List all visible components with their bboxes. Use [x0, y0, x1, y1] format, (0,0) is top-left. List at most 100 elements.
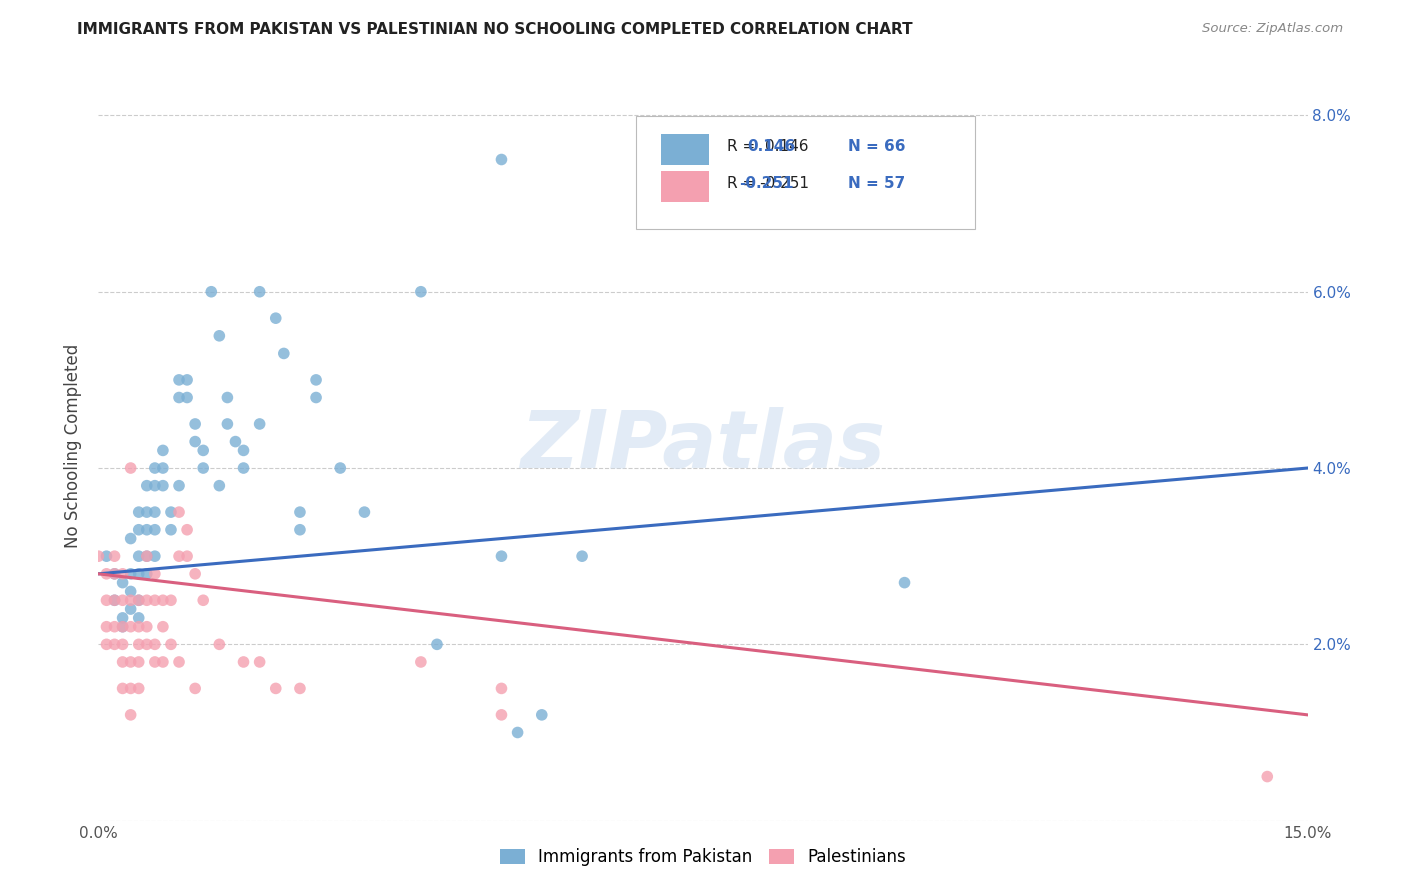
- Point: [96, 620, 118, 634]
- Point: [167, 478, 190, 492]
- Point: [176, 373, 198, 387]
- Legend: Immigrants from Pakistan, Palestinians: Immigrants from Pakistan, Palestinians: [492, 840, 914, 875]
- Point: [120, 620, 142, 634]
- Point: [103, 549, 125, 564]
- Point: [152, 655, 174, 669]
- Point: [135, 478, 157, 492]
- Point: [176, 549, 198, 564]
- Point: [288, 505, 311, 519]
- Point: [111, 637, 134, 651]
- Point: [409, 285, 432, 299]
- Point: [305, 373, 328, 387]
- Point: [329, 461, 352, 475]
- Text: N = 66: N = 66: [848, 139, 905, 153]
- Point: [120, 461, 142, 475]
- Point: [111, 611, 134, 625]
- Point: [143, 461, 166, 475]
- Point: [135, 637, 157, 651]
- Point: [176, 391, 198, 405]
- FancyBboxPatch shape: [661, 171, 709, 202]
- Point: [184, 434, 207, 449]
- Point: [160, 593, 183, 607]
- Point: [135, 593, 157, 607]
- Point: [571, 549, 593, 564]
- Point: [143, 549, 166, 564]
- Text: ZIPatlas: ZIPatlas: [520, 407, 886, 485]
- Text: R = -0.251: R = -0.251: [727, 177, 810, 191]
- Point: [305, 391, 328, 405]
- Point: [160, 637, 183, 651]
- Point: [152, 478, 174, 492]
- Point: [128, 620, 150, 634]
- Point: [103, 566, 125, 581]
- Point: [120, 584, 142, 599]
- Point: [111, 593, 134, 607]
- Point: [288, 681, 311, 696]
- Point: [426, 637, 449, 651]
- Point: [491, 153, 513, 167]
- Point: [103, 566, 125, 581]
- Point: [96, 549, 118, 564]
- Point: [143, 637, 166, 651]
- Point: [217, 417, 239, 431]
- Point: [135, 549, 157, 564]
- Point: [120, 532, 142, 546]
- Point: [143, 593, 166, 607]
- Point: [143, 478, 166, 492]
- Point: [893, 575, 915, 590]
- Point: [152, 461, 174, 475]
- FancyBboxPatch shape: [661, 134, 709, 165]
- Point: [506, 725, 529, 739]
- Point: [273, 346, 295, 360]
- FancyBboxPatch shape: [637, 116, 976, 228]
- Point: [128, 681, 150, 696]
- Text: IMMIGRANTS FROM PAKISTAN VS PALESTINIAN NO SCHOOLING COMPLETED CORRELATION CHART: IMMIGRANTS FROM PAKISTAN VS PALESTINIAN …: [77, 22, 912, 37]
- Point: [176, 523, 198, 537]
- Point: [232, 443, 254, 458]
- Point: [491, 681, 513, 696]
- Point: [135, 566, 157, 581]
- Point: [184, 681, 207, 696]
- Point: [160, 505, 183, 519]
- Point: [167, 391, 190, 405]
- Point: [96, 566, 118, 581]
- Point: [152, 443, 174, 458]
- Point: [103, 593, 125, 607]
- Point: [143, 523, 166, 537]
- Point: [128, 637, 150, 651]
- Text: 0.146: 0.146: [748, 139, 796, 153]
- Y-axis label: No Schooling Completed: No Schooling Completed: [65, 344, 83, 548]
- Point: [120, 602, 142, 616]
- Point: [143, 655, 166, 669]
- Point: [103, 593, 125, 607]
- Point: [264, 681, 287, 696]
- Point: [111, 575, 134, 590]
- Point: [111, 566, 134, 581]
- Point: [193, 593, 215, 607]
- Point: [160, 523, 183, 537]
- Point: [249, 655, 271, 669]
- Point: [152, 593, 174, 607]
- Point: [135, 523, 157, 537]
- Point: [184, 566, 207, 581]
- Point: [167, 549, 190, 564]
- Point: [135, 620, 157, 634]
- Point: [111, 620, 134, 634]
- Point: [128, 593, 150, 607]
- Point: [167, 505, 190, 519]
- Point: [111, 655, 134, 669]
- Point: [1256, 770, 1278, 784]
- Point: [491, 549, 513, 564]
- Point: [491, 707, 513, 722]
- Point: [120, 681, 142, 696]
- Point: [128, 611, 150, 625]
- Point: [232, 461, 254, 475]
- Point: [200, 285, 222, 299]
- Point: [87, 549, 110, 564]
- Point: [120, 655, 142, 669]
- Point: [353, 505, 375, 519]
- Point: [143, 566, 166, 581]
- Point: [143, 505, 166, 519]
- Point: [120, 566, 142, 581]
- Point: [152, 620, 174, 634]
